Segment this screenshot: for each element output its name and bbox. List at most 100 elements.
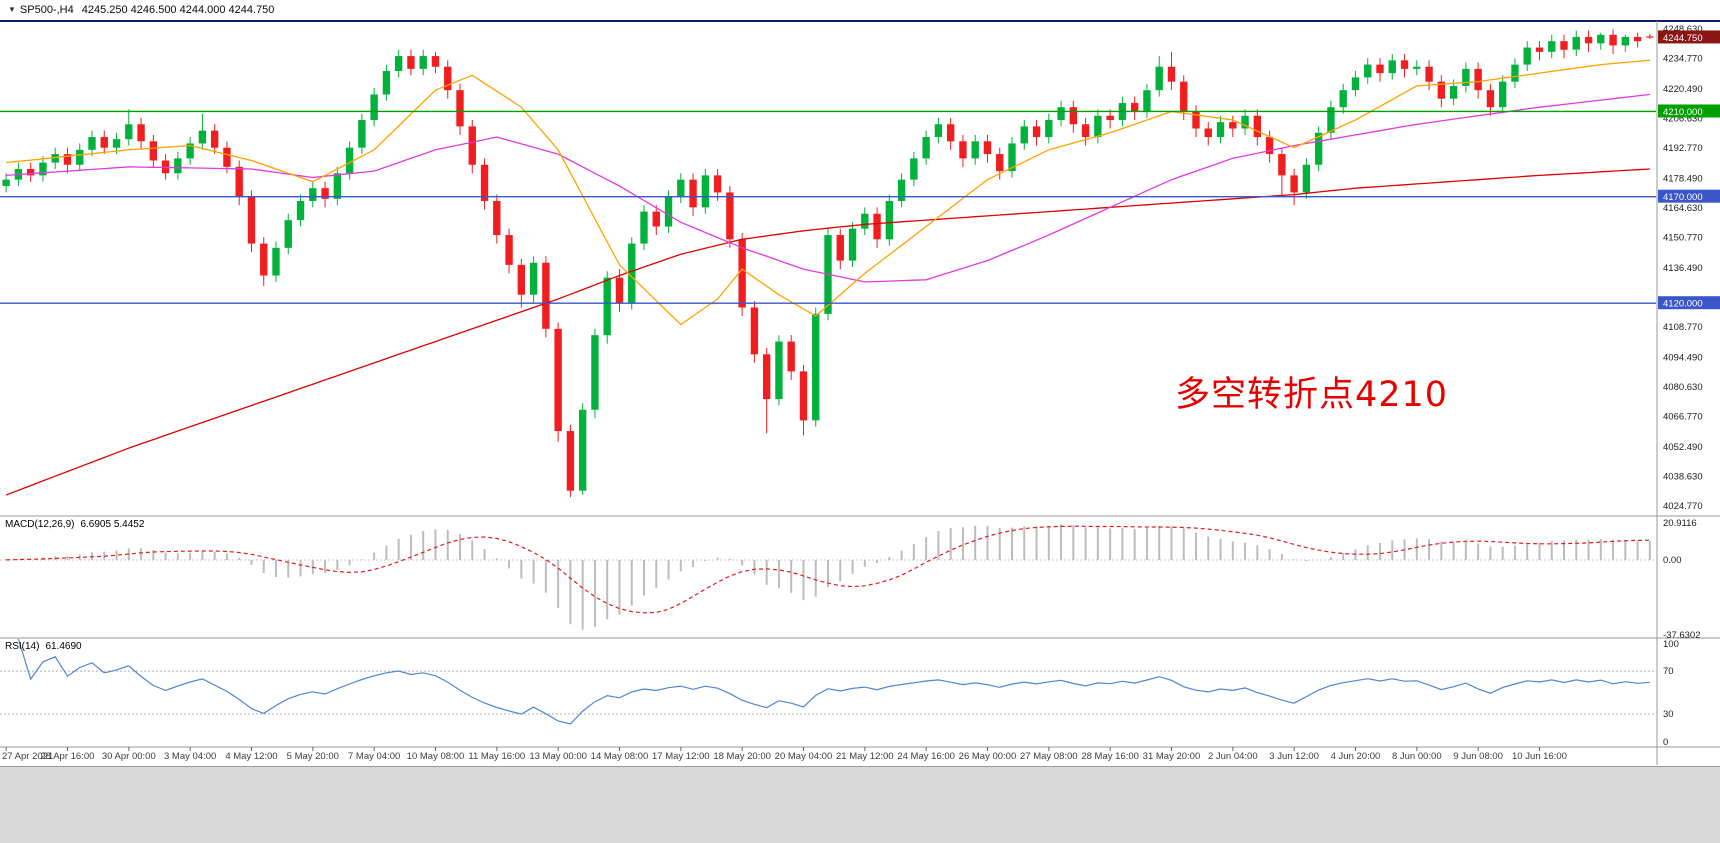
- rsi-indicator-label: RSI(14) 61.4690: [5, 641, 82, 652]
- time-tick-label: 27 Apr 2021: [2, 751, 53, 762]
- candle-body: [76, 149, 84, 165]
- time-tick-label: 4 Jun 20:00: [1331, 751, 1381, 762]
- time-tick-label: 21 May 12:00: [836, 751, 894, 762]
- time-tick-label: 3 May 04:00: [164, 751, 216, 762]
- price-tick-label: 4024.770: [1663, 501, 1703, 512]
- candle-body: [971, 141, 979, 159]
- candle-body: [272, 247, 280, 276]
- candle-body: [578, 409, 587, 491]
- candle-body: [922, 137, 930, 159]
- candle-body: [223, 147, 231, 167]
- macd-name: MACD(12,26,9): [5, 519, 75, 530]
- candle-body: [260, 243, 268, 276]
- candle-body: [677, 179, 685, 197]
- candle-body: [664, 196, 673, 227]
- candle-body: [775, 341, 783, 400]
- price-marker-box: [1658, 189, 1720, 203]
- symbol-name: SP500-,H4: [19, 4, 74, 16]
- candle-body: [1462, 68, 1470, 86]
- candle-body: [1449, 85, 1458, 99]
- time-tick-label: 8 Jun 00:00: [1392, 751, 1442, 762]
- time-tick-label: 27 May 08:00: [1020, 751, 1078, 762]
- candle-body: [247, 196, 256, 244]
- candle-body: [1535, 47, 1544, 52]
- candle-body: [186, 143, 194, 159]
- candle-body: [1130, 102, 1139, 112]
- price-scale[interactable]: 4248.630 4234.770 4220.490 4206.630 4192.770…: [1658, 24, 1720, 512]
- ma-orange-line[interactable]: [6, 59, 1650, 326]
- candle-body: [407, 56, 415, 69]
- candle-body: [1106, 115, 1114, 120]
- rsi-pane[interactable]: 100 70 30 0: [0, 638, 1679, 748]
- main-chart-pane[interactable]: [0, 29, 1656, 498]
- ma-magenta-line[interactable]: [6, 93, 1650, 283]
- candle-body: [1646, 36, 1654, 38]
- price-marker-label: 4244.750: [1663, 33, 1703, 44]
- time-tick-label: 20 May 04:00: [775, 751, 833, 762]
- candle-body: [468, 126, 476, 165]
- chart-canvas[interactable]: 4248.630 4234.770 4220.490 4206.630 4192.770…: [0, 0, 1720, 766]
- candle-body: [542, 262, 550, 329]
- ma-red-line[interactable]: [5, 168, 1650, 496]
- macd-pane[interactable]: 20.9116 0.00 -37.6302: [0, 518, 1701, 641]
- price-marker-label: 4120.000: [1663, 299, 1703, 310]
- rsi-scale-label: 30: [1663, 709, 1674, 720]
- candle-body: [983, 141, 992, 155]
- candle-body: [1143, 90, 1151, 112]
- time-tick-label: 26 May 00:00: [959, 751, 1017, 762]
- macd-scale-label: 20.9116: [1663, 518, 1697, 529]
- candle-body: [1437, 81, 1446, 99]
- candle-body: [321, 188, 329, 199]
- candle-body: [1192, 111, 1200, 129]
- price-tick-label: 4108.770: [1663, 322, 1703, 333]
- candle-body: [1167, 66, 1176, 82]
- price-tick-label: 4094.490: [1663, 353, 1703, 364]
- symbol-ohlc-values: 4245.250 4246.500 4244.000 4244.750: [81, 4, 275, 16]
- candle-body: [1180, 81, 1188, 112]
- rsi-scale-label: 100: [1663, 639, 1679, 650]
- candle-body: [1155, 66, 1163, 91]
- candle-body: [1376, 64, 1384, 74]
- candle-body: [1327, 107, 1335, 133]
- price-tick-label: 4164.630: [1663, 203, 1703, 214]
- annotation-text[interactable]: 多空转折点4210: [1175, 375, 1449, 415]
- rsi-scale-label: 0: [1663, 737, 1668, 748]
- candle-body: [885, 200, 894, 240]
- candle-body: [88, 137, 96, 150]
- candle-body: [628, 243, 636, 304]
- time-tick-label: 24 May 16:00: [897, 751, 955, 762]
- candle-body: [689, 179, 697, 208]
- candle-body: [713, 175, 722, 193]
- candle-body: [1609, 34, 1617, 46]
- candle-body: [996, 154, 1004, 172]
- candle-body: [726, 192, 734, 240]
- candle-body: [1548, 41, 1556, 52]
- price-marker-box: [1658, 30, 1720, 44]
- candle-body: [1486, 90, 1495, 108]
- candle-body: [51, 154, 59, 163]
- candle-body: [1560, 41, 1568, 50]
- candle-body: [444, 66, 452, 91]
- candle-body: [1364, 64, 1372, 78]
- candle-body: [836, 235, 844, 261]
- candle-body: [112, 139, 121, 148]
- candle-body: [861, 213, 869, 229]
- candle-body: [419, 56, 427, 69]
- candle-body: [762, 354, 771, 400]
- candle-body: [26, 169, 35, 176]
- candle-body: [1278, 154, 1286, 176]
- candle-body: [309, 188, 317, 201]
- candle-body: [848, 228, 857, 261]
- candle-body: [517, 264, 526, 295]
- candle-body: [1081, 124, 1090, 138]
- time-tick-label: 3 Jun 12:00: [1269, 751, 1319, 762]
- candle-body: [529, 262, 538, 295]
- candle-body: [1474, 68, 1482, 91]
- candle-body: [591, 335, 599, 410]
- candle-body: [382, 71, 391, 95]
- candle-body: [566, 431, 575, 491]
- candle-body: [787, 341, 795, 372]
- candle-body: [799, 371, 808, 421]
- time-tick-label: 30 Apr 00:00: [102, 751, 156, 762]
